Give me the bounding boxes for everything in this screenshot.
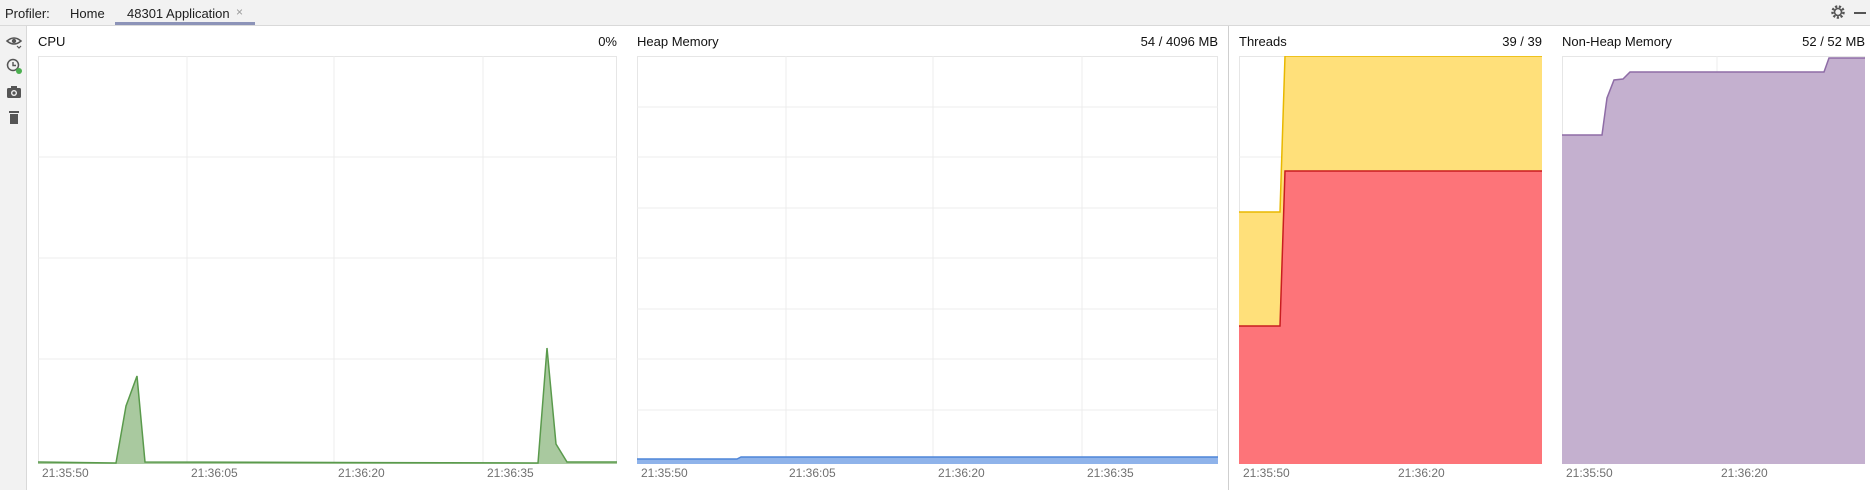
threads-running-area bbox=[1239, 171, 1542, 464]
cpu-tick-4: 21:36:35 bbox=[487, 466, 534, 480]
heap-value: 54 / 4096 MB bbox=[1140, 34, 1218, 49]
heap-chart bbox=[637, 56, 1218, 464]
tab-application[interactable]: 48301 Application bbox=[127, 6, 230, 21]
heap-tick-3: 21:36:20 bbox=[938, 466, 985, 480]
panel-divider bbox=[1228, 26, 1229, 490]
cpu-tick-3: 21:36:20 bbox=[338, 466, 385, 480]
cpu-tick-1: 21:35:50 bbox=[42, 466, 89, 480]
eye-icon[interactable] bbox=[5, 32, 23, 50]
cpu-area bbox=[38, 348, 617, 464]
heap-tick-1: 21:35:50 bbox=[641, 466, 688, 480]
nonheap-area bbox=[1562, 58, 1865, 464]
profiler-label: Profiler: bbox=[5, 6, 50, 21]
threads-chart bbox=[1239, 56, 1542, 464]
threads-tick-2: 21:36:20 bbox=[1398, 466, 1445, 480]
cpu-title: CPU bbox=[38, 34, 66, 49]
heap-tick-4: 21:36:35 bbox=[1087, 466, 1134, 480]
gear-icon[interactable] bbox=[1829, 3, 1847, 21]
threads-value: 39 / 39 bbox=[1502, 34, 1542, 49]
nonheap-line bbox=[1562, 57, 1865, 136]
threads-tick-1: 21:35:50 bbox=[1243, 466, 1290, 480]
camera-icon[interactable] bbox=[5, 83, 23, 101]
cpu-chart bbox=[38, 56, 617, 464]
heap-area bbox=[637, 457, 1218, 464]
nonheap-tick-1: 21:35:50 bbox=[1566, 466, 1613, 480]
chart-frame bbox=[38, 56, 617, 464]
profiler-side-toolbar bbox=[0, 26, 27, 490]
nonheap-tick-2: 21:36:20 bbox=[1721, 466, 1768, 480]
trash-icon[interactable] bbox=[5, 108, 23, 126]
minimize-icon[interactable] bbox=[1854, 12, 1866, 14]
cpu-tick-2: 21:36:05 bbox=[191, 466, 238, 480]
nonheap-value: 52 / 52 MB bbox=[1802, 34, 1865, 49]
record-icon[interactable] bbox=[5, 57, 23, 75]
cpu-line bbox=[38, 347, 617, 464]
nonheap-chart bbox=[1562, 56, 1865, 464]
tab-home[interactable]: Home bbox=[70, 6, 105, 21]
heap-line bbox=[637, 456, 1218, 460]
threads-total-line bbox=[1239, 56, 1542, 213]
threads-running-line bbox=[1239, 170, 1542, 327]
profiler-toolbar: Profiler: Home 48301 Application × bbox=[0, 0, 1870, 26]
chart-frame bbox=[637, 56, 1218, 464]
nonheap-title: Non-Heap Memory bbox=[1562, 34, 1672, 49]
active-tab-indicator bbox=[115, 22, 255, 25]
heap-tick-2: 21:36:05 bbox=[789, 466, 836, 480]
heap-title: Heap Memory bbox=[637, 34, 719, 49]
cpu-value: 0% bbox=[598, 34, 617, 49]
threads-title: Threads bbox=[1239, 34, 1287, 49]
tab-close-icon[interactable]: × bbox=[236, 5, 244, 19]
